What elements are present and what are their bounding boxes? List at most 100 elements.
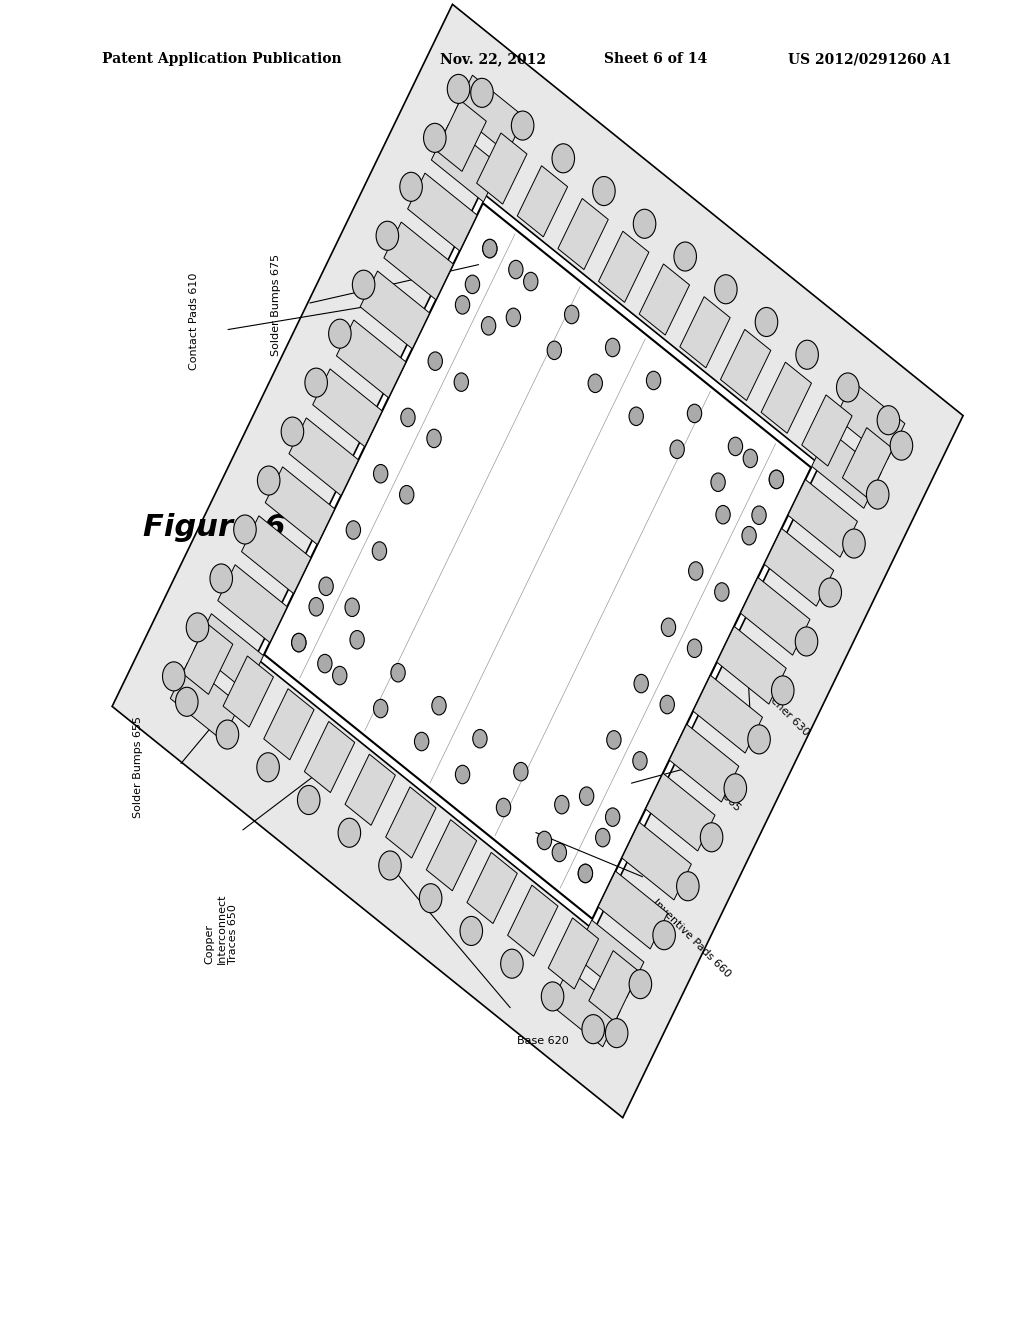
Text: Vias 665: Vias 665 [701,772,742,813]
Polygon shape [170,663,240,741]
Text: Contact Pads 610: Contact Pads 610 [189,272,200,370]
Circle shape [374,465,388,483]
Circle shape [634,675,648,693]
Circle shape [482,239,497,257]
Circle shape [796,627,818,656]
Circle shape [427,429,441,447]
Polygon shape [721,330,771,400]
Circle shape [552,843,566,862]
Circle shape [506,308,520,326]
Circle shape [742,527,757,545]
Polygon shape [548,917,599,989]
Circle shape [460,916,482,945]
Polygon shape [218,565,287,643]
Circle shape [653,920,676,949]
Circle shape [333,667,347,685]
Polygon shape [242,516,311,594]
Text: US 2012/0291260 A1: US 2012/0291260 A1 [788,53,952,66]
Circle shape [456,766,470,784]
Text: Patent Application Publication: Patent Application Publication [102,53,342,66]
Circle shape [471,78,494,107]
Circle shape [482,239,497,257]
Circle shape [456,296,470,314]
Circle shape [728,437,742,455]
Circle shape [579,865,593,883]
Circle shape [542,982,564,1011]
Polygon shape [289,418,358,496]
Polygon shape [717,626,786,704]
Circle shape [523,272,538,290]
Circle shape [432,697,446,715]
Circle shape [582,1015,604,1044]
Text: Solder Bumps 675: Solder Bumps 675 [271,255,282,356]
Circle shape [588,374,602,392]
Polygon shape [598,871,668,949]
Circle shape [297,785,319,814]
Circle shape [257,466,280,495]
Circle shape [374,700,388,718]
Polygon shape [788,479,857,557]
Circle shape [605,808,620,826]
Polygon shape [182,623,232,694]
Circle shape [646,371,660,389]
Polygon shape [761,362,811,433]
Circle shape [715,582,729,601]
Polygon shape [255,191,820,931]
Circle shape [415,733,429,751]
Circle shape [233,515,256,544]
Polygon shape [112,4,964,1118]
Polygon shape [622,822,691,900]
Polygon shape [508,886,558,956]
Circle shape [376,222,398,251]
Circle shape [473,730,487,748]
Circle shape [352,271,375,300]
Circle shape [501,949,523,978]
Circle shape [843,529,865,558]
Circle shape [769,470,783,488]
Circle shape [514,763,528,781]
Circle shape [509,260,523,279]
Circle shape [819,578,842,607]
Circle shape [660,696,675,714]
Polygon shape [194,614,263,692]
Circle shape [890,432,912,461]
Text: Stiffener 630: Stiffener 630 [753,680,811,738]
Circle shape [837,374,859,403]
Circle shape [373,541,387,560]
Circle shape [700,822,723,851]
Polygon shape [740,577,810,655]
Circle shape [186,612,209,642]
Polygon shape [431,124,501,202]
Circle shape [878,405,900,434]
Polygon shape [680,297,730,368]
Polygon shape [337,319,406,397]
Circle shape [579,865,593,883]
Circle shape [596,829,610,847]
Polygon shape [645,774,715,851]
Circle shape [605,338,620,356]
Text: Sheet 6 of 14: Sheet 6 of 14 [604,53,708,66]
Polygon shape [764,528,834,606]
Polygon shape [436,100,486,172]
Polygon shape [802,395,852,466]
Circle shape [346,521,360,540]
Circle shape [687,404,701,422]
Polygon shape [426,820,476,891]
Circle shape [309,598,324,616]
Circle shape [420,883,442,912]
Circle shape [282,417,304,446]
Circle shape [547,341,561,359]
Circle shape [796,341,818,370]
Circle shape [424,123,446,152]
Polygon shape [639,264,689,335]
Circle shape [379,851,401,880]
Text: Base 620: Base 620 [517,1036,569,1047]
Circle shape [391,664,406,682]
Polygon shape [360,271,430,348]
Circle shape [771,676,794,705]
Circle shape [724,774,746,803]
Circle shape [163,661,185,690]
Text: Figure 6: Figure 6 [143,513,286,543]
Circle shape [447,74,470,103]
Polygon shape [599,231,649,302]
